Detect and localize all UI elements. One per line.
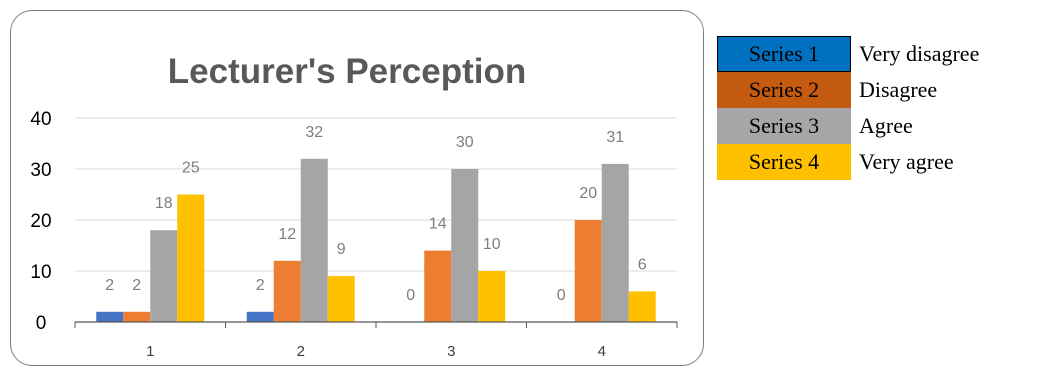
legend-meaning-3: Agree (859, 113, 913, 138)
bar-series-2 (273, 260, 301, 322)
bar-series-3 (601, 163, 629, 322)
legend-swatch-3: Series 3 (717, 108, 851, 144)
data-label: 20 (579, 185, 597, 202)
legend: Series 1 Very disagree Series 2 Disagree… (717, 36, 1048, 180)
bar-series-2 (123, 311, 151, 322)
bar-series-3 (150, 230, 178, 322)
data-label: 9 (337, 241, 346, 258)
x-tick-label: 3 (447, 343, 455, 360)
legend-swatch-2: Series 2 (717, 72, 851, 108)
x-tick-label: 2 (297, 343, 305, 360)
bar-series-4 (628, 291, 656, 322)
data-label: 12 (278, 226, 296, 243)
data-label: 2 (132, 277, 141, 294)
x-tick-label: 1 (146, 343, 154, 360)
x-tick-label: 4 (598, 343, 606, 360)
data-label: 2 (256, 277, 265, 294)
bar-series-4 (478, 271, 506, 322)
legend-meaning-4: Very agree (859, 149, 954, 174)
legend-item-4: Series 4 Very agree (717, 144, 1048, 180)
data-label: 14 (429, 216, 447, 233)
bar-series-1 (96, 311, 124, 322)
y-tick-label: 0 (36, 313, 47, 334)
bar-series-1 (246, 311, 274, 322)
legend-item-3: Series 3 Agree (717, 108, 1048, 144)
chart-title: Lecturer's Perception (168, 52, 526, 91)
data-label: 0 (557, 287, 566, 304)
data-label: 6 (638, 256, 647, 273)
data-label: 10 (483, 236, 501, 253)
bar-series-4 (327, 276, 355, 322)
y-tick-label: 20 (30, 211, 51, 232)
legend-swatch-1: Series 1 (717, 36, 851, 72)
bar-series-3 (451, 169, 479, 322)
data-label: 25 (182, 160, 200, 177)
legend-item-2: Series 2 Disagree (717, 72, 1048, 108)
data-label: 31 (606, 129, 624, 146)
y-tick-label: 10 (30, 262, 51, 283)
data-label: 32 (305, 124, 323, 141)
legend-swatch-4: Series 4 (717, 144, 851, 180)
bar-series-2 (574, 220, 602, 322)
data-label: 30 (456, 134, 474, 151)
data-label: 2 (105, 277, 114, 294)
bar-series-3 (300, 158, 328, 322)
legend-meaning-2: Disagree (859, 77, 938, 102)
data-label: 18 (155, 195, 173, 212)
y-tick-label: 30 (30, 160, 51, 181)
bar-series-4 (177, 194, 205, 322)
chart-frame: Lecturer's Perception 2 2 0 0 2 12 14 20 18 32 30 3… (10, 10, 704, 366)
legend-item-1: Series 1 Very disagree (717, 36, 1048, 72)
data-label: 0 (406, 287, 415, 304)
y-tick-label: 40 (30, 109, 51, 130)
legend-meaning-1: Very disagree (859, 41, 980, 66)
bar-series-2 (424, 250, 452, 322)
